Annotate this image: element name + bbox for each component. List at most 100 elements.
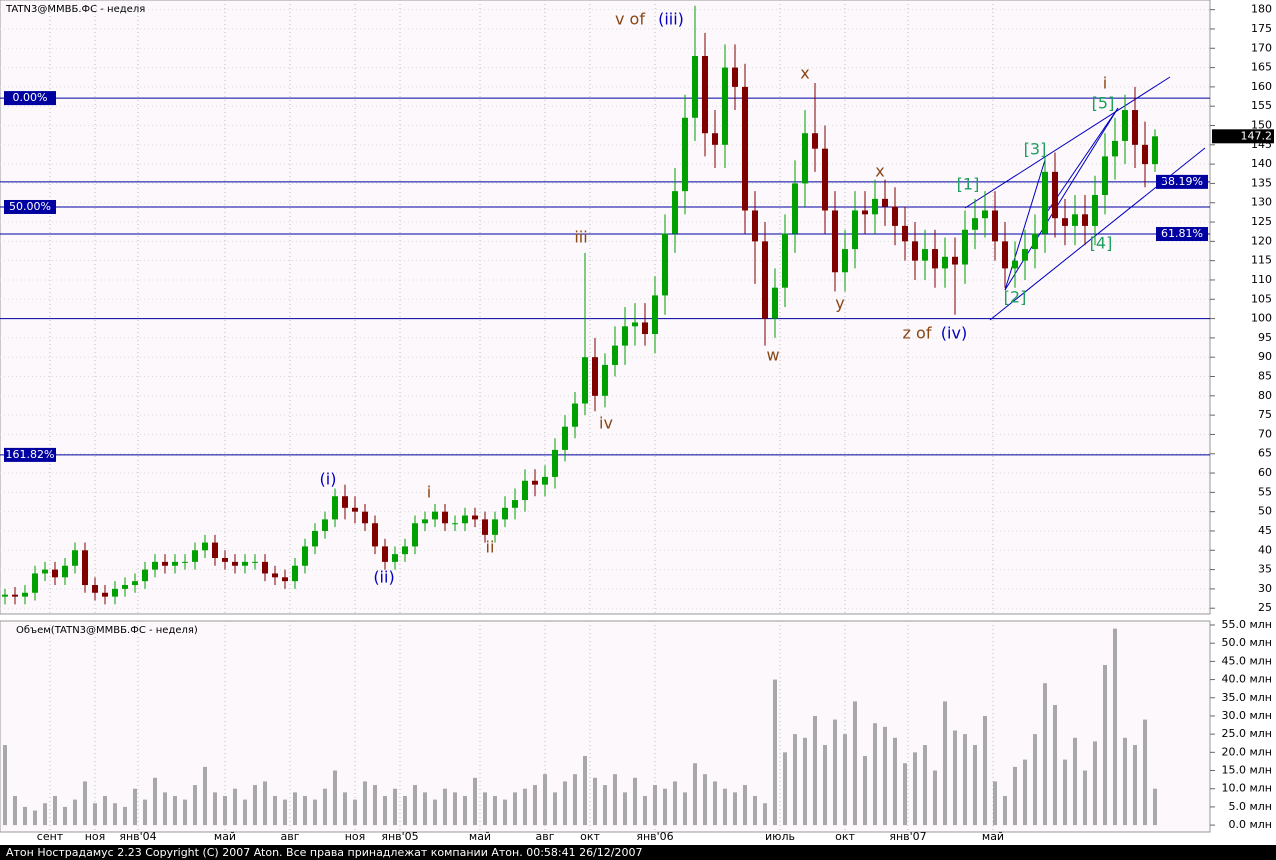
volume-bar bbox=[123, 806, 127, 826]
panel-title: Объем(TATN3@ММВБ.ФС - неделя) bbox=[16, 625, 198, 636]
candle-body bbox=[722, 67, 728, 145]
volume-bar bbox=[93, 803, 97, 826]
wave-label: z of bbox=[903, 324, 932, 343]
volume-bar bbox=[183, 799, 187, 826]
level-label: 161.82% bbox=[6, 448, 55, 461]
volume-bar bbox=[583, 755, 587, 826]
volume-bar bbox=[113, 803, 117, 826]
candle-body bbox=[942, 256, 948, 269]
y-tick-label: 135 bbox=[1251, 176, 1272, 189]
wave-label: (iii) bbox=[658, 10, 684, 29]
volume-bar bbox=[73, 799, 77, 826]
level-label: 38.19% bbox=[1161, 175, 1203, 188]
volume-bar bbox=[743, 785, 747, 826]
candle-body bbox=[452, 523, 458, 525]
y-tick-label: 115 bbox=[1251, 254, 1272, 267]
volume-bar bbox=[373, 785, 377, 826]
candle-body bbox=[802, 133, 808, 184]
candle-body bbox=[242, 561, 248, 566]
candle-body bbox=[222, 558, 228, 562]
candle-body bbox=[782, 233, 788, 288]
volume-bar bbox=[573, 774, 577, 826]
candle-body bbox=[392, 554, 398, 562]
volume-bar bbox=[853, 701, 857, 826]
candle-body bbox=[652, 295, 658, 335]
trend-line bbox=[964, 76, 1171, 209]
y-tick-label: 80 bbox=[1258, 389, 1272, 402]
candle-body bbox=[602, 364, 608, 396]
y-tick-label: 180 bbox=[1251, 3, 1272, 16]
candle-body bbox=[92, 585, 98, 593]
candle-body bbox=[1002, 241, 1008, 269]
volume-bar bbox=[663, 788, 667, 826]
x-tick-label: ноя bbox=[85, 830, 106, 843]
volume-bar bbox=[533, 785, 537, 826]
candle-body bbox=[1112, 140, 1118, 157]
candle-body bbox=[1142, 144, 1148, 165]
y-tick-label: 0.0 млн bbox=[1228, 818, 1272, 831]
last-value-box bbox=[1212, 129, 1274, 144]
volume-bar bbox=[253, 785, 257, 826]
candle-body bbox=[822, 148, 828, 211]
candle-body bbox=[22, 592, 28, 597]
volume-bar bbox=[1113, 628, 1117, 826]
volume-bar bbox=[1053, 705, 1057, 826]
volume-bar bbox=[703, 774, 707, 826]
volume-bar bbox=[833, 719, 837, 826]
volume-bar bbox=[693, 763, 697, 826]
candle-body bbox=[642, 322, 648, 335]
candle-body bbox=[172, 561, 178, 566]
volume-bar bbox=[963, 734, 967, 826]
candle-body bbox=[582, 357, 588, 404]
volume-bar bbox=[543, 774, 547, 826]
candle-body bbox=[52, 569, 58, 578]
candle-body bbox=[792, 183, 798, 234]
candle-body bbox=[42, 569, 48, 574]
y-tick-label: 130 bbox=[1251, 196, 1272, 209]
y-tick-label: 35 bbox=[1258, 563, 1272, 576]
volume-bar bbox=[1143, 719, 1147, 826]
candle-body bbox=[492, 519, 498, 535]
candle-body bbox=[462, 515, 468, 524]
candle-body bbox=[302, 546, 308, 566]
volume-bar bbox=[363, 781, 367, 826]
candle-body bbox=[702, 55, 708, 134]
volume-bar bbox=[313, 799, 317, 826]
y-tick-label: 25 bbox=[1258, 601, 1272, 614]
volume-bar bbox=[193, 785, 197, 826]
candle-body bbox=[552, 449, 558, 477]
wave-label: y bbox=[835, 294, 844, 313]
y-tick-label: 50.0 млн bbox=[1221, 636, 1272, 649]
volume-bar bbox=[493, 795, 497, 826]
volume-bar bbox=[393, 788, 397, 826]
volume-bar bbox=[143, 799, 147, 826]
volume-bar bbox=[163, 792, 167, 826]
wave-label: w bbox=[766, 346, 779, 365]
volume-bar bbox=[1083, 770, 1087, 826]
volume-bar bbox=[553, 792, 557, 826]
wave-label: (iv) bbox=[941, 324, 967, 343]
volume-bar bbox=[763, 803, 767, 826]
candle-body bbox=[1022, 249, 1028, 261]
candle-body bbox=[1042, 171, 1048, 234]
volume-bar bbox=[653, 785, 657, 826]
candle-body bbox=[742, 86, 748, 211]
candle-body bbox=[672, 191, 678, 234]
candle-body bbox=[292, 565, 298, 582]
candle-body bbox=[32, 573, 38, 593]
volume-bar bbox=[843, 734, 847, 826]
volume-bar bbox=[243, 799, 247, 826]
wave-label: i bbox=[427, 483, 431, 502]
volume-bar bbox=[1063, 759, 1067, 826]
volume-bar bbox=[613, 774, 617, 826]
candle-body bbox=[12, 594, 18, 597]
volume-bar bbox=[483, 792, 487, 826]
volume-bar bbox=[1013, 766, 1017, 826]
candle-body bbox=[262, 561, 268, 574]
candle-body bbox=[752, 210, 758, 242]
candle-body bbox=[772, 287, 778, 319]
x-tick-label: май bbox=[214, 830, 236, 843]
volume-bar bbox=[983, 715, 987, 826]
volume-bar bbox=[473, 777, 477, 826]
